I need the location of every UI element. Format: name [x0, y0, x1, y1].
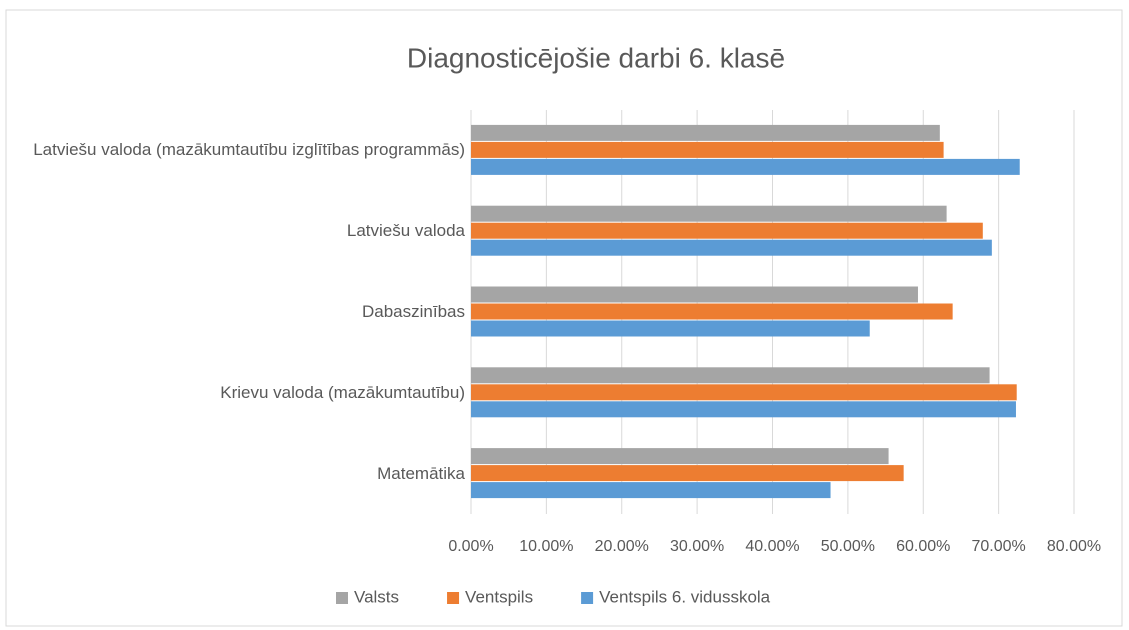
x-tick-label: 50.00%	[821, 538, 875, 555]
y-tick-label: Krievu valoda (mazākumtautību)	[220, 382, 465, 402]
bar	[471, 303, 953, 320]
chart-title: Diagnosticējošie darbi 6. klasē	[407, 42, 785, 73]
legend-swatch	[336, 592, 348, 604]
bar	[471, 141, 944, 158]
bar	[471, 482, 831, 499]
x-tick-label: 20.00%	[595, 538, 649, 555]
chart-frame	[5, 9, 1123, 627]
y-tick-label: Dabaszinības	[361, 302, 465, 321]
bar	[471, 205, 947, 222]
bar	[471, 384, 1017, 401]
bar	[471, 222, 983, 239]
legend-label: Valsts	[354, 587, 399, 606]
y-tick-label: Latviešu valoda (mazākumtautību izglītīb…	[33, 140, 465, 160]
x-tick-label: 70.00%	[971, 538, 1025, 555]
bar	[471, 124, 940, 141]
bar	[471, 448, 889, 465]
bar	[471, 367, 990, 384]
legend-label: Ventspils 6. vidusskola	[599, 587, 771, 606]
x-tick-label: 0.00%	[448, 538, 493, 555]
bar	[471, 239, 992, 256]
legend-swatch	[581, 592, 594, 604]
legend-swatch	[447, 592, 460, 604]
x-tick-label: 40.00%	[745, 538, 799, 555]
y-tick-label: Latviešu valoda	[346, 221, 465, 241]
y-tick-label: Matemātika	[377, 463, 465, 483]
x-tick-label: 30.00%	[670, 538, 724, 555]
bar	[471, 465, 904, 482]
bar	[471, 158, 1020, 175]
legend-label: Ventspils	[465, 587, 533, 606]
bar	[471, 320, 870, 337]
x-tick-label: 60.00%	[896, 538, 950, 555]
bar	[471, 401, 1016, 418]
x-tick-label: 80.00%	[1047, 538, 1101, 555]
bar	[471, 286, 918, 303]
x-tick-label: 10.00%	[519, 538, 573, 555]
